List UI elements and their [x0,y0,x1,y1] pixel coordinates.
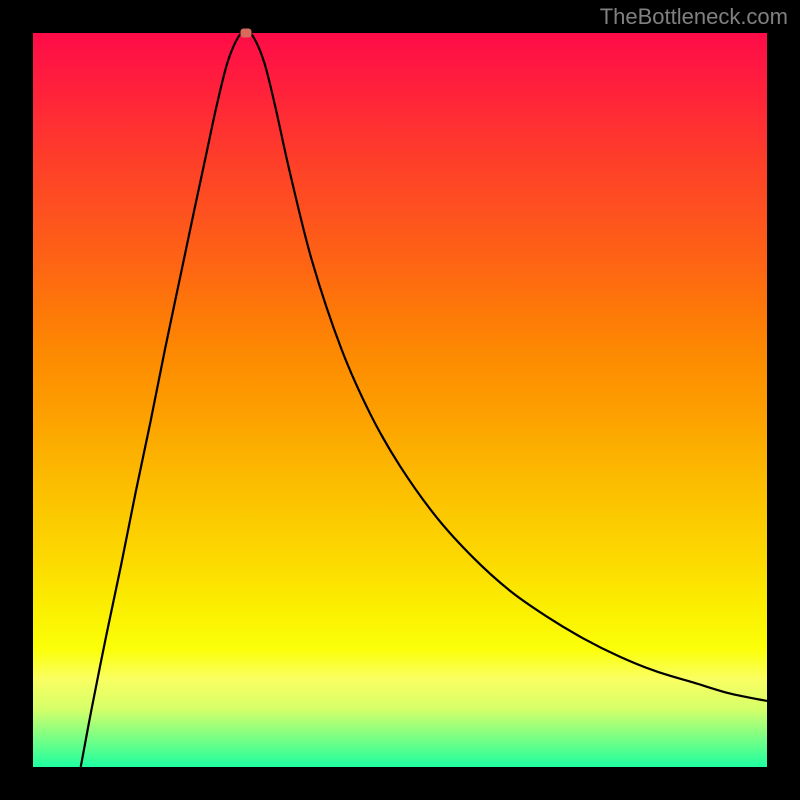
watermark-text: TheBottleneck.com [600,4,788,30]
bottleneck-curve [33,33,767,767]
optimal-marker [240,29,251,38]
plot-area [33,33,767,767]
